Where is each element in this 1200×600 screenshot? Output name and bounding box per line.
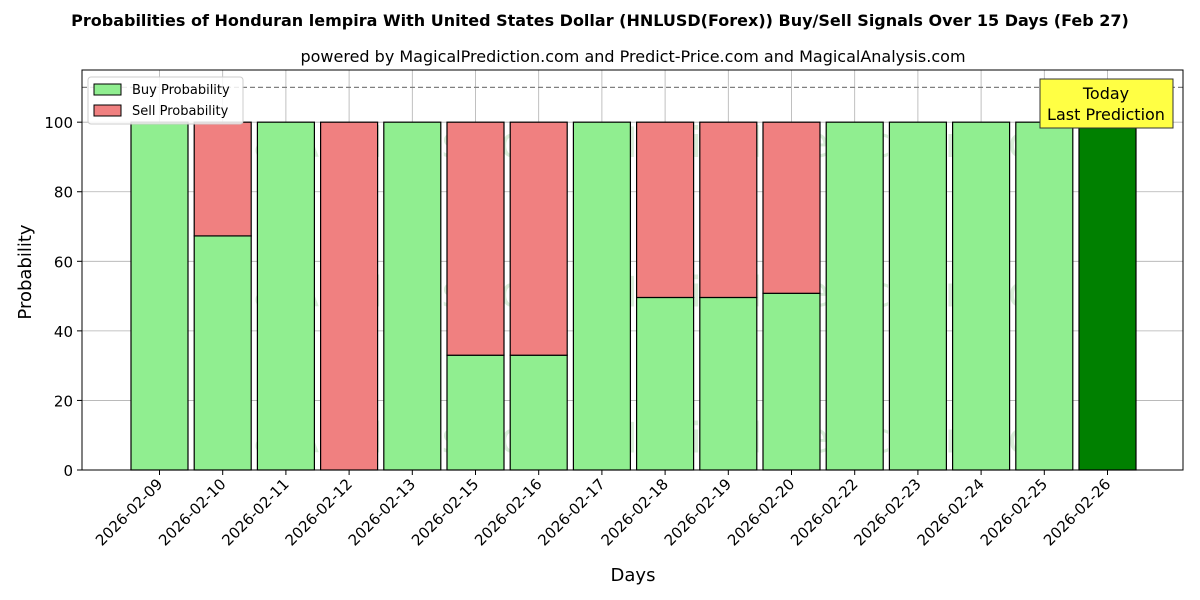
x-tick-label: 2026-02-25 — [977, 475, 1051, 549]
x-tick-label: 2026-02-24 — [914, 475, 988, 549]
bar-sell — [699, 121, 758, 299]
bar-buy — [193, 235, 252, 471]
y-axis: 0 20 40 60 80 100 — [44, 114, 82, 480]
y-tick-label: 20 — [54, 392, 73, 410]
plot-frame — [81, 69, 1184, 471]
bar-buy — [762, 292, 821, 471]
x-tick-label: 2026-02-20 — [724, 475, 798, 549]
annotation-text: Today — [1082, 84, 1129, 103]
x-tick-label: 2026-02-18 — [598, 475, 672, 549]
x-tick-label: 2026-02-16 — [471, 475, 545, 549]
y-tick-label: 40 — [54, 323, 73, 341]
x-tick-label: 2026-02-19 — [661, 475, 735, 549]
x-tick-label: 2026-02-17 — [534, 475, 608, 549]
legend-label: Buy Probability — [132, 83, 230, 98]
bar-buy — [383, 121, 442, 471]
y-tick-label: 60 — [54, 253, 73, 271]
bar-sell — [320, 121, 379, 471]
bar-buy — [256, 121, 315, 471]
bar-buy — [509, 354, 568, 471]
bar-sell — [509, 121, 568, 356]
legend: Buy Probability Sell Probability — [87, 76, 244, 125]
x-tick-label: 2026-02-13 — [345, 475, 419, 549]
bar-buy — [699, 296, 758, 471]
bar-sell — [193, 121, 252, 237]
bar-buy — [1078, 121, 1137, 471]
legend-swatch — [93, 83, 122, 96]
annotation-box — [1039, 78, 1174, 129]
x-tick-label: 2026-02-10 — [155, 475, 229, 549]
bar-buy — [635, 296, 695, 471]
x-tick-label: 2026-02-26 — [1040, 475, 1114, 549]
legend-frame — [87, 76, 244, 125]
today-annotation: Today Last Prediction — [1039, 78, 1174, 129]
bar-sell — [762, 121, 821, 294]
y-tick-label: 80 — [54, 184, 73, 202]
x-tick-label: 2026-02-09 — [92, 475, 166, 549]
bar-buy — [572, 121, 632, 471]
y-tick-label: 0 — [63, 462, 73, 480]
x-tick-label: 2026-02-22 — [787, 475, 861, 549]
y-axis-label: Probability — [15, 224, 36, 319]
chart-subtitle: powered by MagicalPrediction.com and Pre… — [300, 47, 965, 66]
x-tick-label: 2026-02-11 — [218, 475, 292, 549]
bar-buy — [1015, 121, 1074, 471]
x-tick-label: 2026-02-12 — [282, 475, 356, 549]
bar-buy — [951, 121, 1011, 471]
bar-sell — [446, 121, 505, 356]
chart-title: Probabilities of Honduran lempira With U… — [71, 11, 1129, 30]
x-axis: 2026-02-092026-02-102026-02-112026-02-12… — [92, 470, 1114, 549]
bar-buy — [825, 121, 884, 471]
x-tick-label: 2026-02-23 — [850, 475, 924, 549]
bar-sell — [635, 121, 695, 299]
legend-swatch — [93, 104, 122, 117]
x-axis-label: Days — [611, 565, 656, 586]
x-tick-label: 2026-02-15 — [408, 475, 482, 549]
bar-buy — [130, 121, 189, 471]
bar-buy — [888, 121, 948, 471]
bars — [130, 121, 1137, 471]
bar-buy — [446, 354, 505, 471]
y-tick-label: 100 — [44, 114, 73, 132]
annotation-text: Last Prediction — [1047, 105, 1165, 124]
legend-label: Sell Probability — [132, 104, 229, 119]
